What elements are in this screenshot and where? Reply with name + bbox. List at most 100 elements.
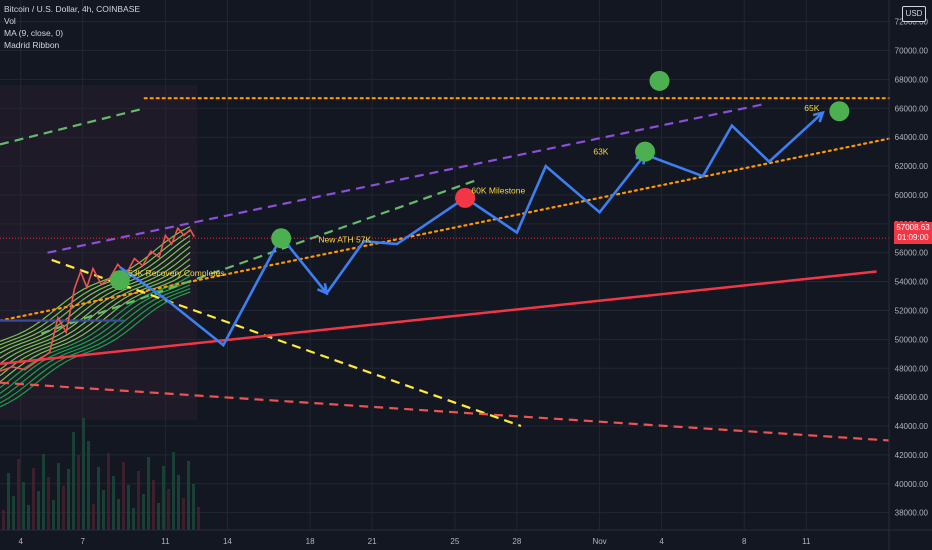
price-tick-label: 52000.00 (895, 306, 929, 315)
volume-bar (37, 491, 40, 530)
volume-bar (142, 494, 145, 530)
price-tick-label: 40000.00 (895, 480, 929, 489)
milestone-marker (649, 70, 670, 91)
volume-bar (82, 418, 85, 530)
milestone-marker (635, 141, 656, 162)
time-tick-label: 11 (161, 537, 170, 546)
volume-bar (147, 457, 150, 530)
volume-bar (137, 471, 140, 530)
price-tick-label: 60000.00 (895, 191, 929, 200)
volume-bar (157, 503, 160, 530)
price-tick-label: 56000.00 (895, 249, 929, 258)
time-tick-label: 28 (512, 537, 521, 546)
volume-bar (92, 504, 95, 530)
trend-line (0, 107, 145, 146)
volume-bar (177, 475, 180, 530)
time-tick-label: 21 (368, 537, 377, 546)
volume-bar (17, 459, 20, 530)
ma-indicator-label[interactable]: MA (9, close, 0) (4, 28, 64, 38)
volume-bar (77, 455, 80, 530)
time-tick-label: 25 (450, 537, 459, 546)
trend-line (0, 270, 877, 366)
volume-bar (197, 507, 200, 530)
volume-bar (112, 476, 115, 530)
milestone-marker (109, 270, 130, 291)
price-tick-label: 38000.00 (895, 509, 929, 518)
last-price-tag: 57008.63 01:09:00 (894, 222, 932, 244)
projection-arrowhead (316, 283, 329, 296)
price-tick-label: 46000.00 (895, 393, 929, 402)
volume-bar (32, 468, 35, 530)
price-tick-label: 44000.00 (895, 422, 929, 431)
ribbon-line (0, 291, 191, 408)
ribbon-line (0, 252, 191, 365)
bar-countdown: 01:09:00 (897, 233, 929, 242)
volume-bar (52, 500, 55, 530)
trend-line (0, 381, 890, 442)
volume-bar (172, 452, 175, 530)
ribbon-line (0, 234, 191, 350)
ribbon-line (0, 230, 191, 346)
currency-badge[interactable]: USD (902, 6, 926, 22)
volume-bar (107, 453, 110, 530)
annotation-label: 53K Recovery Completes (128, 268, 224, 278)
time-tick-label: 4 (659, 537, 664, 546)
trend-line (51, 258, 522, 428)
price-tick-label: 62000.00 (895, 162, 929, 171)
price-line (0, 226, 195, 372)
time-tick-label: Nov (592, 537, 606, 546)
symbol-title[interactable]: Bitcoin / U.S. Dollar, 4h, COINBASE (4, 4, 141, 14)
milestone-marker (271, 228, 292, 249)
chart-legend: Bitcoin / U.S. Dollar, 4h, COINBASE Vol … (4, 3, 140, 51)
ribbon-indicator-label[interactable]: Madrid Ribbon (4, 40, 60, 50)
volume-bar (22, 482, 25, 530)
time-tick-label: 18 (306, 537, 315, 546)
price-tick-label: 64000.00 (895, 133, 929, 142)
trend-line (40, 179, 476, 335)
projection-arrowhead (812, 110, 825, 123)
price-tick-label: 72000.00 (895, 18, 929, 27)
volume-bar (72, 432, 75, 530)
ribbon-line (0, 240, 191, 354)
annotation-label: 65K (804, 103, 819, 113)
volume-bar (192, 484, 195, 530)
ribbon-line (0, 270, 191, 383)
milestone-marker (455, 187, 476, 208)
volume-bar (87, 441, 90, 530)
volume-bar (42, 454, 45, 530)
price-axis[interactable]: 38000.00 40000.00 42000.00 44000.00 46000.00… (895, 18, 929, 518)
time-axis[interactable]: 4 7 11 14 18 21 25 28 Nov 4 8 11 (18, 537, 811, 546)
time-tick-label: 11 (802, 537, 811, 546)
volume-bar (27, 505, 30, 530)
volume-bar (127, 485, 130, 530)
price-tick-label: 70000.00 (895, 47, 929, 56)
volume-bar (117, 499, 120, 530)
time-tick-label: 4 (18, 537, 23, 546)
volume-bar (187, 461, 190, 530)
price-tick-label: 66000.00 (895, 104, 929, 113)
price-tick-label: 42000.00 (895, 451, 929, 460)
time-tick-label: 8 (742, 537, 747, 546)
volume-bar (122, 462, 125, 530)
projection-line (119, 111, 824, 348)
volume-bar (47, 477, 50, 530)
price-tick-label: 68000.00 (895, 75, 929, 84)
volume-bar (2, 510, 5, 530)
ribbon-line (0, 288, 191, 404)
volume-bar (7, 473, 10, 530)
volume-bar (67, 469, 70, 530)
volume-bar (132, 508, 135, 530)
annotation-label: 60K Milestone (471, 186, 525, 196)
volume-indicator-label[interactable]: Vol (4, 16, 16, 26)
price-tick-label: 54000.00 (895, 278, 929, 287)
ribbon-line (0, 258, 191, 370)
annotation-label: New ATH 57K (318, 235, 371, 245)
milestone-markers (109, 70, 850, 291)
ribbon-line (0, 275, 191, 389)
volume-bar (97, 467, 100, 530)
volume-bar (102, 490, 105, 530)
trend-line (0, 137, 891, 322)
milestone-marker (829, 101, 850, 122)
trend-lines (0, 97, 891, 442)
